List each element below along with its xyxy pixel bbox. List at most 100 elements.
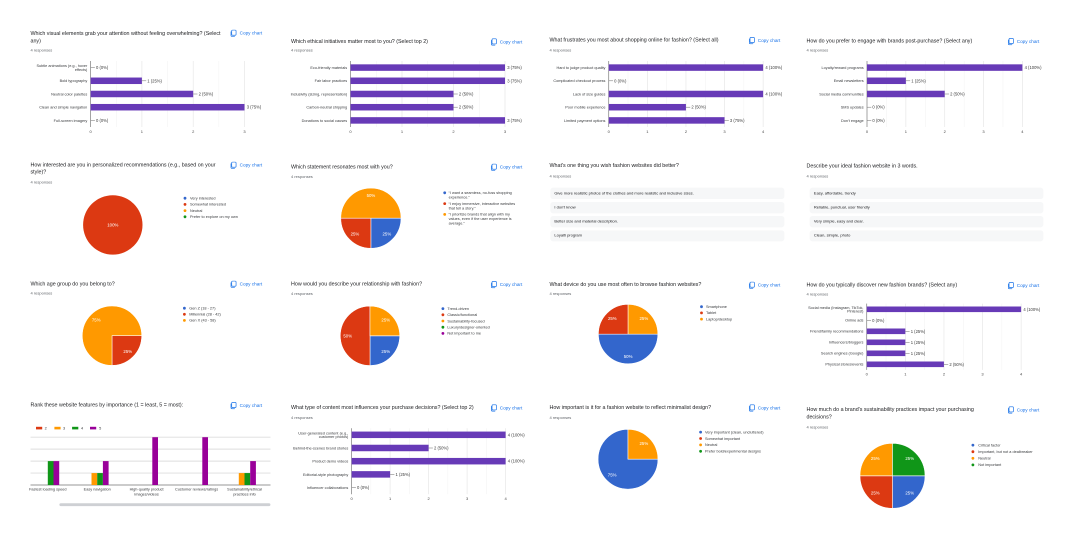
svg-text:Poor mobile experience: Poor mobile experience [565, 106, 605, 110]
svg-text:1: 1 [141, 129, 144, 134]
svg-text:2 (50%): 2 (50%) [459, 92, 474, 97]
svg-text:25%: 25% [351, 232, 360, 237]
svg-text:experience.”: experience.” [449, 196, 471, 200]
svg-text:3: 3 [466, 496, 469, 501]
svg-text:2 (50%): 2 (50%) [459, 105, 474, 110]
svg-text:Easy navigation: Easy navigation [84, 487, 111, 491]
svg-text:25%: 25% [640, 316, 649, 321]
svg-text:Bold typography: Bold typography [60, 79, 88, 83]
svg-text:3 (75%): 3 (75%) [247, 105, 262, 110]
svg-text:Neutral: Neutral [978, 457, 990, 461]
svg-text:Donations to social causes: Donations to social causes [302, 119, 348, 123]
svg-text:Smartphone: Smartphone [706, 305, 727, 309]
svg-text:4 (100%): 4 (100%) [1023, 307, 1040, 312]
svg-text:Prefer to explore on my own: Prefer to explore on my own [190, 215, 238, 219]
svg-text:Critical factor: Critical factor [978, 443, 1001, 447]
svg-text:Gen Z (18 - 27): Gen Z (18 - 27) [189, 307, 216, 311]
svg-text:Customer reviews/ratings: Customer reviews/ratings [175, 487, 218, 491]
svg-text:50%: 50% [343, 333, 352, 338]
svg-text:Subtle animations (e.g., hover: Subtle animations (e.g., hover [36, 64, 88, 68]
svg-text:2: 2 [452, 129, 455, 134]
svg-text:25%: 25% [123, 349, 132, 354]
svg-text:1 (25%): 1 (25%) [396, 472, 411, 477]
svg-text:Inclusivity (sizing, represent: Inclusivity (sizing, representation) [291, 92, 348, 96]
svg-text:2: 2 [943, 372, 946, 377]
svg-text:0: 0 [608, 129, 611, 134]
svg-text:Trend-driven: Trend-driven [447, 307, 469, 311]
svg-text:Very interested: Very interested [190, 197, 216, 201]
svg-text:customer photos): customer photos) [319, 435, 349, 439]
svg-text:4: 4 [504, 496, 507, 501]
svg-text:“I enjoy immersive, interactiv: “I enjoy immersive, interactive websites [449, 202, 516, 206]
svg-text:2 (50%): 2 (50%) [199, 92, 214, 97]
svg-text:50%: 50% [367, 193, 376, 198]
svg-text:25%: 25% [381, 318, 390, 323]
svg-text:Very important (clean, unclutt: Very important (clean, uncluttered) [705, 430, 764, 434]
svg-text:Millennial (28 - 42): Millennial (28 - 42) [189, 313, 221, 317]
svg-text:Neutral: Neutral [190, 209, 202, 213]
svg-text:3 (75%): 3 (75%) [730, 118, 745, 123]
svg-text:25%: 25% [608, 316, 617, 321]
svg-text:effects): effects) [75, 68, 88, 72]
svg-text:Not important: Not important [978, 463, 1002, 467]
svg-text:images/videos: images/videos [134, 493, 159, 497]
svg-text:0: 0 [349, 129, 352, 134]
svg-text:Full-screen imagery: Full-screen imagery [54, 119, 88, 123]
svg-text:“I want a seamless, no-fuss sh: “I want a seamless, no-fuss shopping [449, 191, 512, 195]
svg-text:25%: 25% [905, 456, 914, 461]
svg-text:User-generated content (e.g.,: User-generated content (e.g., [298, 431, 348, 435]
svg-text:0: 0 [866, 372, 869, 377]
svg-text:3 (75%): 3 (75%) [507, 118, 522, 123]
svg-text:Somewhat interested: Somewhat interested [190, 203, 226, 207]
svg-text:25%: 25% [383, 232, 392, 237]
svg-text:average.”: average.” [449, 222, 466, 226]
svg-text:Behind-the-scenes brand storie: Behind-the-scenes brand stories [293, 446, 348, 450]
svg-text:2 (50%): 2 (50%) [950, 92, 965, 97]
svg-text:Gen X (43 - 58): Gen X (43 - 58) [189, 319, 216, 323]
svg-text:2 (50%): 2 (50%) [949, 362, 964, 367]
svg-text:1: 1 [389, 496, 392, 501]
svg-text:Complicated checkout process: Complicated checkout process [553, 79, 605, 83]
svg-text:values, even if the user exper: values, even if the user experience is [449, 217, 512, 221]
svg-text:100%: 100% [107, 222, 118, 227]
svg-text:Hard to judge product quality: Hard to judge product quality [557, 66, 606, 70]
svg-text:Don't engage: Don't engage [841, 119, 864, 123]
svg-text:Not important to me: Not important to me [447, 332, 481, 336]
svg-text:Email newsletters: Email newsletters [834, 79, 864, 83]
svg-text:High-quality product: High-quality product [130, 487, 165, 491]
svg-text:4: 4 [762, 129, 765, 134]
svg-text:Limited payment options: Limited payment options [564, 119, 606, 123]
svg-text:25%: 25% [905, 491, 914, 496]
svg-text:3 (75%): 3 (75%) [507, 65, 522, 70]
svg-text:Influencer collaborations: Influencer collaborations [307, 486, 349, 490]
svg-text:75%: 75% [92, 317, 101, 322]
svg-text:50%: 50% [624, 354, 633, 359]
svg-text:Neutral color palettes: Neutral color palettes [51, 92, 87, 96]
svg-text:0 (0%): 0 (0%) [872, 318, 885, 323]
svg-text:Product demo videos: Product demo videos [312, 460, 348, 464]
svg-text:2: 2 [427, 496, 430, 501]
svg-text:4 (100%): 4 (100%) [765, 92, 782, 97]
svg-text:75%: 75% [608, 473, 617, 478]
svg-text:4 (100%): 4 (100%) [508, 459, 525, 464]
svg-text:2 (50%): 2 (50%) [434, 446, 449, 451]
svg-text:Fastest loading speed: Fastest loading speed [29, 487, 66, 491]
svg-text:0 (0%): 0 (0%) [96, 65, 109, 70]
svg-text:Friend/family recommendations: Friend/family recommendations [810, 330, 863, 334]
svg-text:SMS updates: SMS updates [841, 106, 864, 110]
svg-text:Physical stores/events: Physical stores/events [825, 363, 863, 367]
svg-text:that tell a story.”: that tell a story.” [449, 206, 477, 210]
svg-text:2: 2 [45, 427, 47, 431]
svg-text:5: 5 [99, 427, 101, 431]
svg-text:Lack of size guides: Lack of size guides [573, 92, 606, 96]
svg-text:Neutral: Neutral [705, 443, 717, 447]
svg-text:0 (0%): 0 (0%) [357, 485, 370, 490]
svg-text:1: 1 [401, 129, 404, 134]
svg-text:Social media (Instagram, TikTo: Social media (Instagram, TikTok, [808, 306, 863, 310]
svg-text:3: 3 [981, 372, 984, 377]
svg-text:2: 2 [685, 129, 688, 134]
svg-text:4 (100%): 4 (100%) [1025, 65, 1042, 70]
svg-text:Editorial-style photography: Editorial-style photography [303, 473, 348, 477]
svg-text:3: 3 [982, 129, 985, 134]
svg-text:Carbon-neutral shipping: Carbon-neutral shipping [306, 106, 347, 110]
